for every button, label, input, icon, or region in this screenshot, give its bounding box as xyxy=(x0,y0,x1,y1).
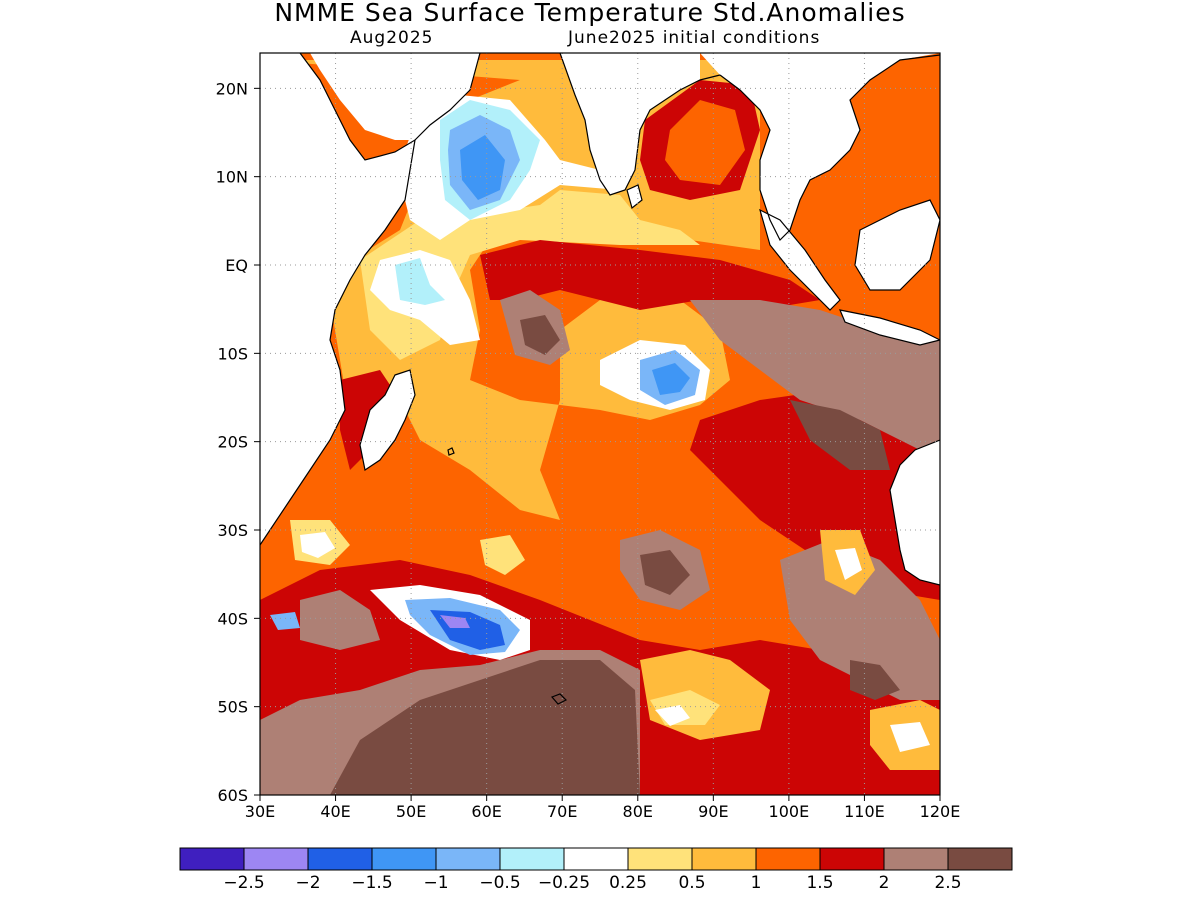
colorbar-swatch xyxy=(755,847,821,871)
anomaly-neutral-east-south xyxy=(835,548,862,580)
colorbar-label: 1 xyxy=(751,873,762,893)
india-coastline xyxy=(559,53,721,196)
australia-landmass xyxy=(890,440,940,585)
lon-tick-label: 90E xyxy=(698,802,728,821)
anomaly-high-southeast xyxy=(780,540,940,700)
kerguelen-coastline xyxy=(550,693,568,705)
anomaly-cool-far-southwest xyxy=(270,612,300,630)
arabia-landmass xyxy=(310,53,480,140)
mauritius-coastline xyxy=(447,447,455,456)
lat-tick-label: 40S xyxy=(217,609,248,628)
forecast-month: Aug2025 xyxy=(350,28,434,48)
colorbar-label: 0.5 xyxy=(678,873,705,893)
map-title: NMME Sea Surface Temperature Std.Anomali… xyxy=(274,0,906,27)
colorbar-swatch xyxy=(947,847,1013,871)
initial-conditions: June2025 initial conditions xyxy=(568,28,821,48)
anomaly-warm-bay-of-bengal-core xyxy=(665,100,745,185)
lat-tick-label: 50S xyxy=(217,698,248,717)
lon-tick-label: 120E xyxy=(920,802,961,821)
southeast-asia-landmass xyxy=(700,53,940,240)
colorbar-label: −0.25 xyxy=(538,873,590,893)
colorbar-swatch xyxy=(499,847,565,871)
lon-tick-label: 100E xyxy=(769,802,810,821)
colorbar: −2.5 −2 −1.5 −1 −0.5 −0.25 0.25 0.5 1 1.5 2 2.5 xyxy=(179,847,1013,893)
africa-landmass xyxy=(260,53,415,545)
colorbar-swatch xyxy=(435,847,501,871)
anomaly-light-southwest-core xyxy=(300,532,335,558)
anomaly-cool-west-equator xyxy=(395,258,445,305)
borneo-coastline xyxy=(854,199,940,291)
lat-tick-label: 10N xyxy=(216,168,248,187)
colorbar-label: −2.5 xyxy=(223,873,264,893)
sumatra-coastline xyxy=(759,208,841,311)
anomaly-cool-arabian-sea-inner xyxy=(460,135,505,200)
anomaly-field xyxy=(260,53,940,795)
anomaly-cool-south-indian-inner xyxy=(440,615,470,628)
java-landmass xyxy=(840,310,940,345)
madagascar-landmass xyxy=(360,370,415,470)
lon-tick-label: 70E xyxy=(547,802,577,821)
southeast-asia-coastline xyxy=(719,54,940,242)
sri-lanka-coastline xyxy=(626,184,643,210)
colorbar-swatch xyxy=(307,847,373,871)
colorbar-swatch xyxy=(563,847,629,871)
anomaly-high-east-equator xyxy=(690,300,940,460)
colorbar-label: −0.5 xyxy=(479,873,520,893)
colorbar-label: 2.5 xyxy=(934,873,961,893)
colorbar-swatch xyxy=(819,847,885,871)
anomaly-high-mid-south-core xyxy=(640,550,690,595)
colorbar-label: 0.25 xyxy=(609,873,647,893)
colorbar-label: 2 xyxy=(879,873,890,893)
africa-coastline xyxy=(260,53,416,546)
arabia-coastline xyxy=(414,53,481,141)
anomaly-warm-equatorial-east xyxy=(480,240,820,310)
anomaly-light-south-central xyxy=(480,535,525,575)
lon-tick-label: 60E xyxy=(471,802,501,821)
map-frame xyxy=(259,52,941,796)
anomaly-high-southwest xyxy=(300,590,380,650)
colorbar-swatch xyxy=(179,847,245,871)
colorbar-swatch xyxy=(691,847,757,871)
anomaly-cool-central-core xyxy=(652,363,690,395)
colorbar-label: −1.5 xyxy=(351,873,392,893)
colorbar-label: −1 xyxy=(423,873,448,893)
lat-tick-label: 60S xyxy=(217,786,248,805)
colorbar-swatch xyxy=(371,847,437,871)
lat-tick-label: 30S xyxy=(217,521,248,540)
colorbar-swatch xyxy=(627,847,693,871)
australia-coastline xyxy=(889,439,940,586)
sumatra-landmass xyxy=(760,210,840,310)
lat-tick-label: 10S xyxy=(217,344,248,363)
anomaly-high-east-equator-core xyxy=(790,400,890,470)
anomaly-high-central-core xyxy=(520,315,560,355)
anomaly-high-southeast-core xyxy=(850,660,900,700)
lon-tick-label: 80E xyxy=(623,802,653,821)
colorbar-swatch xyxy=(243,847,309,871)
gridlines xyxy=(260,53,940,795)
colorbar-swatch xyxy=(883,847,949,871)
lon-tick-label: 50E xyxy=(396,802,426,821)
madagascar-coastline xyxy=(359,369,416,471)
lon-tick-label: 30E xyxy=(245,802,275,821)
anomaly-neutral-southeast-spot xyxy=(655,705,690,726)
colorbar-label: −2 xyxy=(295,873,320,893)
lat-tick-label: 20S xyxy=(217,433,248,452)
lat-tick-label: 20N xyxy=(216,79,248,98)
anomaly-neutral-far-southeast xyxy=(890,722,930,752)
lon-tick-label: 110E xyxy=(844,802,885,821)
lon-tick-label: 40E xyxy=(320,802,350,821)
lat-tick-label: EQ xyxy=(225,256,248,275)
coastlines xyxy=(260,53,940,705)
colorbar-label: 1.5 xyxy=(806,873,833,893)
java-coastline xyxy=(839,309,940,346)
